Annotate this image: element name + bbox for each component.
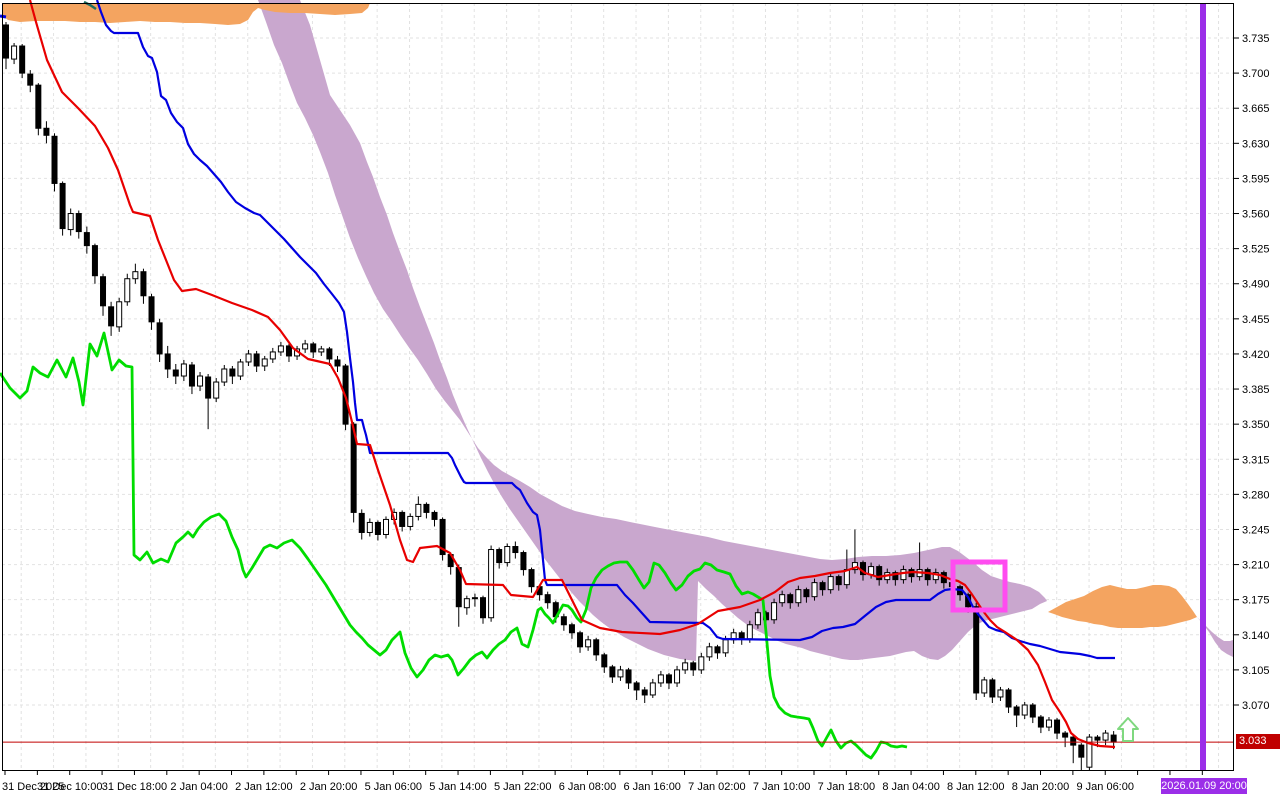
price-axis-label: 3.525 xyxy=(1242,244,1270,256)
price-axis-label: 3.455 xyxy=(1242,314,1270,326)
price-axis-label: 3.105 xyxy=(1242,665,1270,677)
price-axis-label: 3.735 xyxy=(1242,33,1270,45)
time-axis-label: 31 Dec 10:00 xyxy=(37,781,102,793)
senkou-cloud-bearish xyxy=(258,0,1047,661)
price-axis-label: 3.315 xyxy=(1242,454,1270,466)
time-axis-label: 31 Dec 18:00 xyxy=(102,781,167,793)
price-axis-label: 3.490 xyxy=(1242,279,1270,291)
price-axis-label: 3.350 xyxy=(1242,419,1270,431)
price-axis-label: 3.595 xyxy=(1242,173,1270,185)
time-axis-label: 2 Jan 04:00 xyxy=(170,781,228,793)
up-arrow-icon[interactable] xyxy=(1117,717,1139,742)
price-axis[interactable]: 3.735 3.700 3.665 3.630 3.595 3.560 3.525 3.490… xyxy=(1233,33,1270,712)
time-axis-label: 8 Jan 20:00 xyxy=(1012,781,1070,793)
price-axis-label: 3.210 xyxy=(1242,560,1270,572)
time-axis-label: 7 Jan 10:00 xyxy=(753,781,811,793)
price-axis-label: 3.700 xyxy=(1242,68,1270,80)
price-axis-label: 3.665 xyxy=(1242,103,1270,115)
tenkan-sen-line xyxy=(28,0,1116,749)
time-axis-label: 5 Jan 14:00 xyxy=(429,781,487,793)
kijun-sen-line xyxy=(95,0,1115,660)
time-axis-label: 8 Jan 12:00 xyxy=(947,781,1005,793)
chikou-span-line xyxy=(0,331,908,760)
time-axis-label: 6 Jan 08:00 xyxy=(559,781,617,793)
senkou-cloud-bullish-right xyxy=(1048,585,1197,628)
time-axis-label: 5 Jan 06:00 xyxy=(365,781,423,793)
senkou-cloud-bullish-left xyxy=(3,3,370,25)
time-axis-label: 7 Jan 02:00 xyxy=(688,781,746,793)
price-axis-label: 3.280 xyxy=(1242,489,1270,501)
current-price-badge: 3.033 xyxy=(1236,734,1280,749)
price-axis-label: 3.070 xyxy=(1242,700,1270,712)
grid xyxy=(2,3,1233,770)
plot-border xyxy=(2,3,1234,771)
price-axis-label: 3.245 xyxy=(1242,524,1270,536)
time-axis-label: 9 Jan 06:00 xyxy=(1076,781,1134,793)
time-axis-label: 6 Jan 16:00 xyxy=(623,781,681,793)
time-axis-label: 8 Jan 04:00 xyxy=(882,781,940,793)
price-axis-label: 3.385 xyxy=(1242,384,1270,396)
price-axis-label: 3.140 xyxy=(1242,630,1270,642)
candles xyxy=(3,21,1117,771)
highlight-rectangle[interactable] xyxy=(950,559,1008,613)
time-axis-label: 31 Dec 2025 xyxy=(2,781,64,793)
chart-objects xyxy=(950,3,1206,770)
time-axis-label: 2 Jan 12:00 xyxy=(235,781,293,793)
price-axis-label: 3.420 xyxy=(1242,349,1270,361)
price-axis-label: 3.630 xyxy=(1242,138,1270,150)
price-axis-label: 3.175 xyxy=(1242,595,1270,607)
time-axis-label: 7 Jan 18:00 xyxy=(818,781,876,793)
time-axis-label: 5 Jan 22:00 xyxy=(494,781,552,793)
vline-date-badge: 2026.01.09 20:00 xyxy=(1161,778,1247,794)
price-axis-label: 3.560 xyxy=(1242,209,1270,221)
time-axis-label: 2 Jan 20:00 xyxy=(300,781,358,793)
vertical-date-line[interactable] xyxy=(1200,3,1206,770)
